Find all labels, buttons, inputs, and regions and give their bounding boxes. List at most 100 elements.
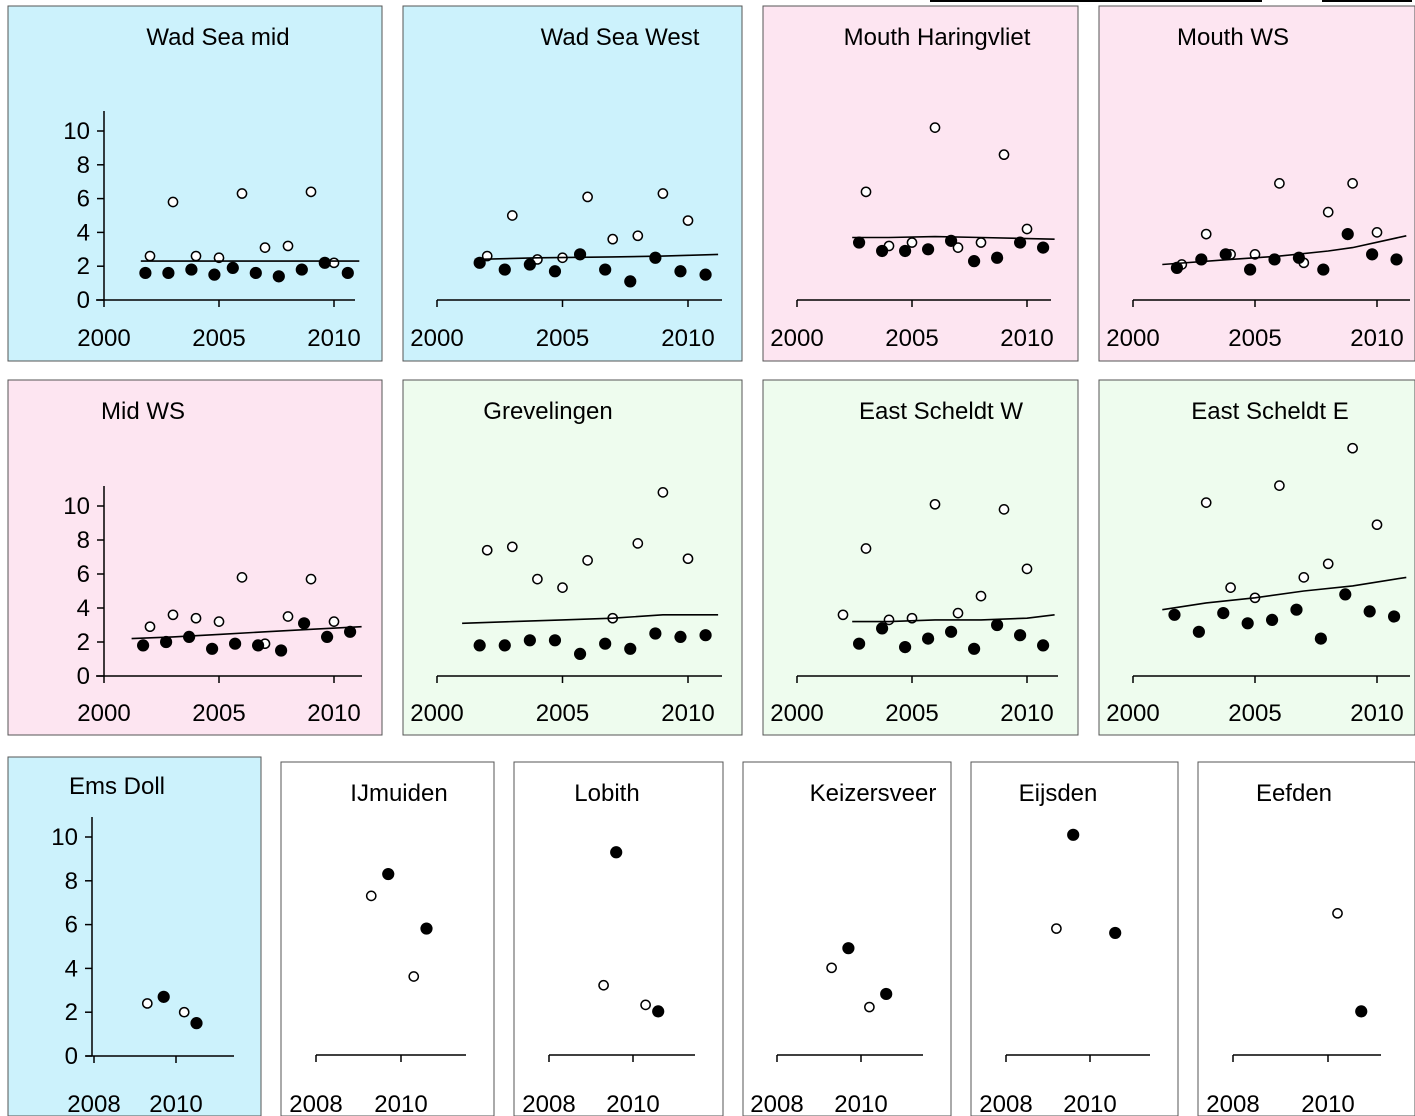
x-tick-label: 2005 bbox=[1228, 700, 1281, 727]
open-point bbox=[1051, 923, 1062, 934]
filled-point bbox=[624, 275, 637, 288]
panel-title: Wad Sea mid bbox=[146, 24, 289, 51]
filled-point bbox=[945, 234, 958, 247]
open-point bbox=[952, 607, 964, 619]
x-tick-label: 2010 bbox=[374, 1091, 427, 1116]
filled-point bbox=[1067, 828, 1080, 841]
open-point bbox=[906, 237, 918, 248]
filled-point bbox=[853, 637, 866, 650]
x-tick-label: 2005 bbox=[536, 325, 589, 352]
y-tick-label: 8 bbox=[77, 152, 90, 179]
panel-11: Lobith 2008 2010 bbox=[513, 761, 724, 1116]
x-tick-label: 2010 bbox=[1350, 325, 1403, 352]
panel-title: Ems Doll bbox=[69, 773, 165, 800]
x-tick-label: 2010 bbox=[1000, 325, 1053, 352]
panel-background bbox=[7, 756, 262, 1116]
trend-line bbox=[1162, 235, 1407, 266]
x-tick-label: 2010 bbox=[307, 700, 360, 727]
filled-point bbox=[991, 251, 1004, 264]
open-point bbox=[282, 240, 294, 252]
panel-title: Eefden bbox=[1256, 780, 1332, 807]
open-point bbox=[883, 614, 895, 626]
filled-point bbox=[968, 642, 981, 655]
open-point bbox=[557, 582, 568, 593]
filled-point bbox=[624, 642, 637, 655]
y-tick-label: 6 bbox=[65, 912, 78, 939]
y-tick-label: 6 bbox=[77, 561, 90, 588]
open-point bbox=[144, 621, 156, 633]
filled-point bbox=[599, 263, 612, 276]
filled-point bbox=[1195, 253, 1208, 266]
y-tick-label: 4 bbox=[77, 595, 90, 622]
filled-point bbox=[610, 846, 623, 859]
open-point bbox=[860, 543, 872, 554]
filled-point bbox=[945, 625, 958, 638]
x-tick-label: 2000 bbox=[1106, 325, 1159, 352]
x-tick-label: 2010 bbox=[1000, 700, 1053, 727]
filled-point bbox=[649, 627, 662, 640]
panel-background bbox=[1098, 5, 1415, 362]
filled-point bbox=[968, 255, 981, 268]
y-tick-label: 0 bbox=[77, 287, 90, 314]
filled-point bbox=[206, 642, 219, 655]
filled-point bbox=[473, 639, 486, 652]
open-point bbox=[998, 149, 1010, 161]
panel-background bbox=[1197, 761, 1415, 1116]
open-point bbox=[1200, 497, 1212, 508]
filled-point bbox=[190, 1017, 203, 1030]
panel-7: East Scheldt W 2000 2005 2010 bbox=[762, 379, 1079, 736]
open-point bbox=[640, 999, 651, 1011]
filled-point bbox=[162, 266, 175, 280]
filled-point bbox=[1244, 263, 1257, 276]
filled-point bbox=[420, 922, 433, 935]
trend-line bbox=[131, 625, 362, 640]
filled-point bbox=[229, 637, 242, 650]
open-point bbox=[1322, 558, 1334, 570]
y-tick-label: 2 bbox=[65, 999, 78, 1026]
x-tick-label: 2000 bbox=[410, 325, 463, 352]
trend-line bbox=[474, 253, 719, 261]
filled-point bbox=[1037, 639, 1050, 652]
open-point bbox=[682, 215, 694, 226]
open-point bbox=[259, 242, 271, 253]
open-point bbox=[657, 487, 669, 498]
y-tick-label: 10 bbox=[63, 118, 90, 145]
filled-point bbox=[275, 644, 288, 657]
panel-background bbox=[762, 5, 1079, 362]
filled-point bbox=[674, 630, 687, 644]
filled-point bbox=[272, 270, 285, 283]
y-tick-label: 0 bbox=[65, 1043, 78, 1070]
panel-title: Lobith bbox=[574, 780, 639, 807]
filled-point bbox=[208, 268, 221, 281]
filled-point bbox=[1014, 629, 1027, 642]
y-tick-label: 4 bbox=[65, 955, 78, 982]
filled-point bbox=[548, 265, 562, 278]
x-tick-label: 2000 bbox=[770, 700, 823, 727]
filled-point bbox=[318, 256, 331, 269]
panel-background bbox=[513, 761, 724, 1116]
trend-line bbox=[462, 613, 719, 625]
open-point bbox=[236, 572, 248, 583]
panel-9: Ems Doll 2008 2010 0 2 4 6 8 10 bbox=[7, 756, 262, 1116]
y-tick-label: 2 bbox=[77, 629, 90, 656]
y-tick-label: 10 bbox=[63, 493, 90, 520]
panel-13: Eijsden 2008 2010 bbox=[970, 761, 1179, 1116]
panel-6: Grevelingen 2000 2005 2010 bbox=[402, 379, 743, 736]
filled-point bbox=[652, 1005, 665, 1018]
filled-point bbox=[1366, 248, 1379, 261]
y-tick-label: 2 bbox=[77, 253, 90, 280]
x-tick-label: 2005 bbox=[536, 700, 589, 727]
panel-3: Mouth Haringvliet 2000 2005 2010 bbox=[762, 5, 1079, 362]
filled-point bbox=[991, 618, 1004, 632]
open-point bbox=[144, 250, 156, 262]
filled-point bbox=[649, 251, 662, 264]
filled-point bbox=[1192, 625, 1205, 638]
open-point bbox=[190, 250, 202, 262]
panel-8: East Scheldt E 2000 2005 2010 bbox=[1098, 379, 1415, 736]
open-point bbox=[506, 541, 518, 553]
filled-point bbox=[674, 265, 687, 278]
filled-point bbox=[899, 244, 912, 258]
panel-background bbox=[970, 761, 1179, 1116]
